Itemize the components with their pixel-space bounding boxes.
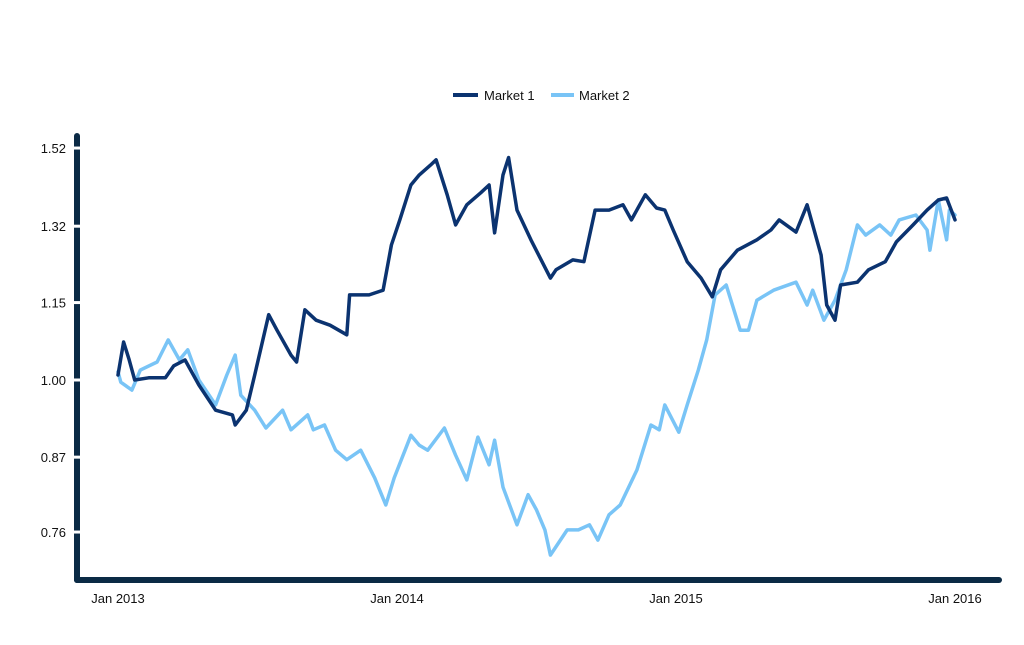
x-tick-label: Jan 2014	[370, 591, 424, 606]
x-axis-ticks: Jan 2013 Jan 2014 Jan 2015 Jan 2016	[91, 591, 982, 606]
y-tick-label: 1.00	[41, 373, 66, 388]
y-axis-ticks: 1.52 1.32 1.15 1.00 0.87 0.76	[41, 141, 82, 540]
y-tick-label: 0.87	[41, 450, 66, 465]
series-line-market-1	[116, 155, 957, 427]
y-tick-label: 0.76	[41, 525, 66, 540]
legend: Market 1 Market 2	[453, 88, 630, 103]
x-tick-label: Jan 2013	[91, 591, 145, 606]
y-tick-label: 1.15	[41, 296, 66, 311]
series-line-market-2	[116, 198, 957, 557]
axes	[74, 133, 1002, 583]
series-lines	[116, 155, 957, 557]
y-tick-label: 1.52	[41, 141, 66, 156]
legend-label-market-1: Market 1	[484, 88, 535, 103]
legend-label-market-2: Market 2	[579, 88, 630, 103]
x-tick-label: Jan 2015	[649, 591, 703, 606]
y-tick-label: 1.32	[41, 219, 66, 234]
x-tick-label: Jan 2016	[928, 591, 982, 606]
